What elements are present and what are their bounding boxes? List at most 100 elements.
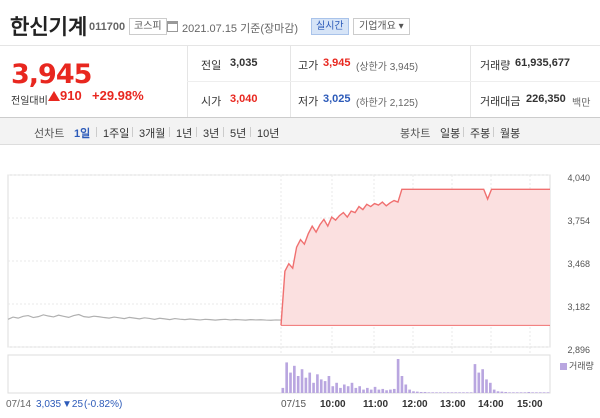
volume-bar	[427, 392, 431, 393]
volume-bar	[331, 386, 335, 393]
prev-day-change: ▼25	[62, 399, 84, 410]
volume-bar	[319, 379, 323, 393]
y-tick-label: 3,754	[567, 216, 590, 226]
company-info-dropdown[interactable]: 기업개요 ▾	[353, 18, 410, 35]
prev-day-close: 3,035	[36, 399, 62, 410]
divider	[223, 127, 224, 137]
market-badge: 코스피	[129, 18, 167, 35]
volume-bar	[362, 389, 365, 393]
volume-bar	[281, 387, 285, 393]
volume-bar	[485, 379, 488, 393]
low-label: 저가	[298, 96, 319, 108]
prev-day-series-line	[7, 313, 282, 321]
volume-bar	[439, 392, 442, 393]
volume-legend: 거래량	[560, 359, 594, 372]
prev-day-label: 07/14	[6, 399, 32, 410]
divider	[493, 127, 494, 137]
volume-value: 61,935,677	[515, 57, 571, 69]
today-series-area	[281, 189, 550, 326]
divider	[187, 81, 600, 82]
divider	[132, 127, 133, 137]
volume-bar	[450, 392, 454, 393]
volume-bar	[489, 382, 492, 393]
stock-code: 011700	[89, 21, 126, 33]
volume-bar	[496, 391, 500, 393]
volume-bar	[523, 392, 527, 393]
turnover-label: 거래대금	[480, 96, 521, 108]
calendar-icon	[167, 21, 178, 32]
tab-10year[interactable]: 10년	[257, 128, 280, 140]
volume-bar	[465, 392, 469, 393]
line-chart-title: 선차트	[34, 128, 65, 140]
tab-monthly-candle[interactable]: 월봉	[500, 128, 521, 140]
tab-1week[interactable]: 1주일	[103, 128, 130, 140]
volume-bar	[392, 388, 396, 393]
tab-weekly-candle[interactable]: 주봉	[470, 128, 491, 140]
candle-chart-title: 봉차트	[400, 128, 431, 140]
price-change: 910	[60, 88, 82, 103]
volume-bar	[446, 392, 450, 393]
tab-3month[interactable]: 3개월	[139, 128, 166, 140]
divider	[463, 127, 464, 137]
volume-bar	[408, 389, 411, 393]
upper-limit: (상한가 3,945)	[356, 62, 419, 73]
volume-bar	[354, 387, 358, 393]
volume-bar	[515, 392, 519, 393]
x-tick-label: 10:00	[320, 399, 346, 410]
divider	[96, 127, 97, 137]
volume-bar	[527, 391, 531, 393]
volume-bar	[454, 392, 458, 393]
volume-label: 거래량	[480, 60, 511, 72]
volume-bar	[477, 372, 481, 393]
x-tick-label: 11:00	[363, 399, 389, 410]
volume-bar	[377, 389, 381, 393]
volume-bar	[316, 374, 319, 393]
volume-bar	[419, 391, 423, 393]
volume-bar	[435, 392, 438, 393]
chart-period-tabs: 선차트 1일 1주일 3개월 1년 3년 5년 10년 봉차트 일봉 주봉 월봉	[0, 118, 600, 145]
volume-bar	[416, 391, 419, 393]
volume-bar	[404, 384, 408, 393]
volume-bar	[504, 391, 508, 393]
volume-bar	[366, 387, 369, 393]
volume-bar	[350, 382, 354, 393]
volume-bar	[389, 389, 392, 393]
volume-bar	[512, 392, 515, 393]
volume-legend-swatch	[560, 363, 567, 371]
volume-bar	[327, 376, 331, 393]
tab-5year[interactable]: 5년	[230, 128, 247, 140]
prev-day-percent: (-0.82%)	[84, 399, 123, 410]
volume-bar	[546, 392, 550, 393]
current-price: 3,945	[11, 59, 92, 90]
divider	[250, 127, 251, 137]
volume-bar	[285, 362, 288, 393]
volume-bar	[458, 392, 461, 393]
volume-bar	[369, 389, 373, 393]
volume-bar	[531, 392, 534, 393]
open-label: 시가	[201, 96, 222, 108]
price-chart-svg	[7, 174, 551, 394]
x-tick-label: 12:00	[402, 399, 428, 410]
realtime-button[interactable]: 실시간	[311, 18, 349, 35]
tab-1day[interactable]: 1일	[74, 128, 91, 140]
tab-daily-candle[interactable]: 일봉	[440, 128, 461, 140]
volume-bar	[508, 392, 511, 393]
chevron-down-icon: ▾	[398, 21, 404, 32]
stock-name: 한신기계	[10, 16, 88, 39]
volume-bar	[492, 389, 496, 393]
volume-bar	[323, 381, 327, 393]
volume-bar	[335, 382, 338, 393]
x-tick-label: 14:00	[478, 399, 504, 410]
volume-bar	[342, 384, 346, 393]
y-tick-label: 4,040	[567, 173, 590, 183]
prev-close-value: 3,035	[230, 57, 258, 69]
turnover-value: 226,350	[526, 93, 566, 105]
volume-bar	[339, 387, 342, 393]
open-value: 3,040	[230, 93, 258, 105]
volume-bar	[304, 377, 308, 393]
volume-bar	[312, 382, 315, 393]
tab-3year[interactable]: 3년	[203, 128, 220, 140]
x-tick-label: 07/15	[281, 399, 307, 410]
volume-bar	[289, 372, 292, 393]
tab-1year[interactable]: 1년	[176, 128, 193, 140]
